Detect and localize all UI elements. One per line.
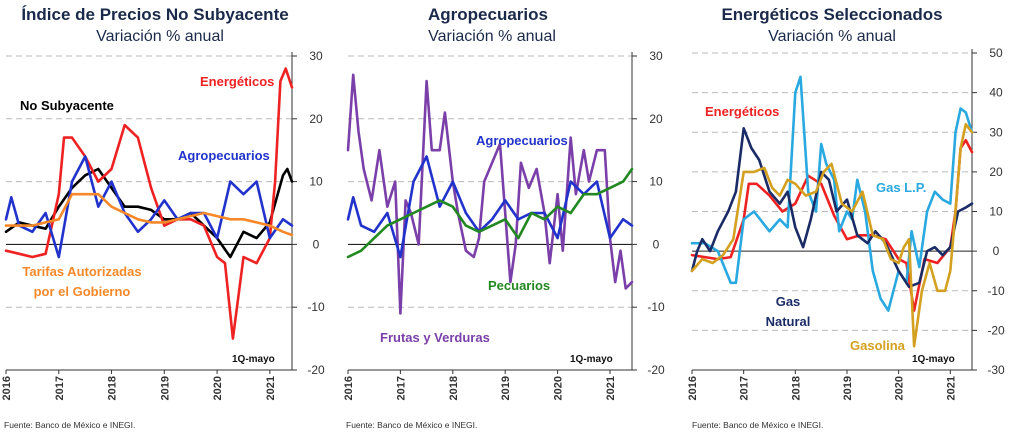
series-line-gas-l-p- (690, 75, 974, 312)
panel-agropecuarios: Agropecuarios Variación % anual 30 20 10 0 -… (343, 5, 665, 430)
x-tick-label: 2016 (687, 376, 699, 400)
y-tick-label: 30 (309, 49, 323, 63)
axes: 30 20 10 0 -10 -20 2016 2017 2018 2019 2020 2021 (343, 49, 665, 400)
label-gasolina: Gasolina (850, 338, 906, 353)
series-line-agropecuarios (346, 155, 634, 259)
label-no-subyacente: No Subyacente (20, 98, 114, 113)
y-tick-label: -10 (647, 300, 665, 314)
x-tick-label: 2017 (739, 376, 751, 400)
note-latest-period: 1Q-mayo (232, 354, 275, 365)
label-tarifas-line2: por el Gobierno (34, 284, 131, 299)
y-tick-label: 20 (309, 112, 323, 126)
y-tick-label: -10 (987, 284, 1005, 298)
gridlines (348, 55, 632, 371)
panel-energeticos-seleccionados: Energéticos Seleccionados Variación % an… (687, 5, 1005, 430)
note-latest-period: 1Q-mayo (912, 354, 955, 365)
series-line-energ-ticos (4, 67, 294, 340)
label-energeticos: Energéticos (200, 74, 274, 89)
y-tick-label: 0 (653, 237, 660, 251)
note-latest-period: 1Q-mayo (570, 354, 613, 365)
source-note: Fuente: Banco de México e INEGI. (692, 420, 823, 430)
series-line-no-subyacente (4, 167, 294, 259)
label-agropecuarios: Agropecuarios (178, 148, 270, 163)
x-tick-label: 2021 (945, 376, 957, 400)
y-tick-label: -20 (647, 363, 665, 377)
panel-subtitle: Variación % anual (768, 28, 896, 45)
y-tick-label: 0 (993, 244, 1000, 258)
series-line-gas-natural (690, 127, 974, 289)
label-frutas-y-verduras: Frutas y Verduras (380, 330, 490, 345)
x-tick-label: 2019 (500, 376, 512, 400)
series-line-tarifas-autorizadas-por-el-gobierno (4, 192, 294, 237)
x-tick-label: 2021 (265, 376, 277, 400)
panel-title: Agropecuarios (428, 5, 548, 24)
x-tick-label: 2019 (159, 376, 171, 400)
panel-title: Energéticos Seleccionados (721, 5, 942, 24)
y-tick-label: 50 (989, 46, 1003, 60)
label-tarifas-line1: Tarifas Autorizadas (22, 264, 141, 279)
x-tick-label: 2016 (1, 376, 13, 400)
source-note: Fuente: Banco de México e INEGI. (346, 420, 477, 430)
series-line-pecuarios (346, 167, 634, 259)
panel-non-core-price-index: Índice de Precios No Subyacente Variació… (1, 5, 325, 430)
panel-title: Índice de Precios No Subyacente (21, 5, 288, 24)
y-tick-label: -20 (307, 363, 325, 377)
series-lines (4, 67, 294, 340)
x-tick-label: 2020 (212, 376, 224, 400)
label-gas-natural-line2: Natural (766, 314, 811, 329)
x-tick-label: 2017 (54, 376, 66, 400)
y-tick-label: 0 (313, 237, 320, 251)
series-lines (346, 73, 634, 315)
series-line-gasolina (690, 123, 974, 348)
series-lines (690, 75, 974, 348)
x-tick-label: 2020 (553, 376, 565, 400)
axes: 50 40 30 20 10 0 -10 -20 -30 2016 2017 2018 2019 2020… (687, 46, 1005, 400)
x-tick-label: 2016 (343, 376, 355, 400)
panel-subtitle: Variación % anual (96, 28, 224, 45)
y-tick-label: 20 (989, 165, 1003, 179)
x-tick-label: 2018 (448, 376, 460, 400)
label-gas-lp: Gas L.P. (876, 180, 926, 195)
x-tick-label: 2020 (894, 376, 906, 400)
x-tick-label: 2019 (842, 376, 854, 400)
y-tick-label: -20 (987, 323, 1005, 337)
series-line-frutas-y-verduras (346, 73, 634, 315)
axes: 30 20 10 0 -10 -20 2016 2017 2018 2019 2020 2021 (1, 49, 325, 400)
label-agropecuarios: Agropecuarios (476, 133, 568, 148)
y-tick-label: 10 (309, 175, 323, 189)
x-tick-label: 2017 (395, 376, 407, 400)
y-tick-label: 40 (989, 86, 1003, 100)
x-tick-label: 2018 (790, 376, 802, 400)
y-tick-label: 30 (989, 125, 1003, 139)
y-tick-label: -30 (987, 363, 1005, 377)
label-gas-natural-line1: Gas (776, 294, 801, 309)
source-note: Fuente: Banco de México e INEGI. (4, 420, 135, 430)
panel-subtitle: Variación % anual (428, 28, 556, 45)
label-pecuarios: Pecuarios (488, 278, 550, 293)
x-tick-label: 2018 (107, 376, 119, 400)
y-tick-label: 30 (649, 49, 663, 63)
y-tick-label: -10 (307, 300, 325, 314)
y-tick-label: 10 (649, 175, 663, 189)
x-tick-label: 2021 (605, 376, 617, 400)
series-line-agropecuarios (4, 155, 294, 259)
label-energeticos: Energéticos (705, 104, 779, 119)
y-tick-label: 20 (649, 112, 663, 126)
y-tick-label: 10 (989, 205, 1003, 219)
